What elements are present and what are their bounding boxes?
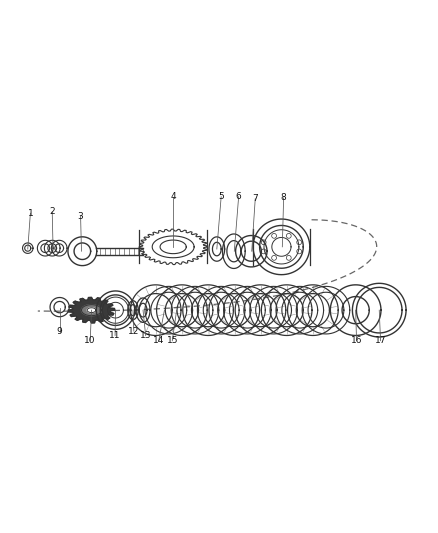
Text: 9: 9 <box>57 327 63 336</box>
Text: 7: 7 <box>252 195 258 203</box>
Text: 16: 16 <box>351 336 362 345</box>
Text: 6: 6 <box>236 192 241 201</box>
Text: 17: 17 <box>375 336 386 345</box>
Polygon shape <box>87 308 96 312</box>
Text: 15: 15 <box>166 336 178 345</box>
Text: 8: 8 <box>281 193 286 203</box>
Text: 1: 1 <box>28 209 33 218</box>
Polygon shape <box>68 297 115 323</box>
Text: 5: 5 <box>218 192 224 201</box>
Text: 13: 13 <box>140 331 152 340</box>
Text: 2: 2 <box>49 207 55 216</box>
Text: 10: 10 <box>85 336 96 345</box>
Text: 14: 14 <box>153 336 164 345</box>
Text: 11: 11 <box>110 331 121 340</box>
Text: 4: 4 <box>170 192 176 201</box>
Text: 12: 12 <box>128 327 140 336</box>
Polygon shape <box>81 305 102 316</box>
Text: 3: 3 <box>78 212 84 221</box>
